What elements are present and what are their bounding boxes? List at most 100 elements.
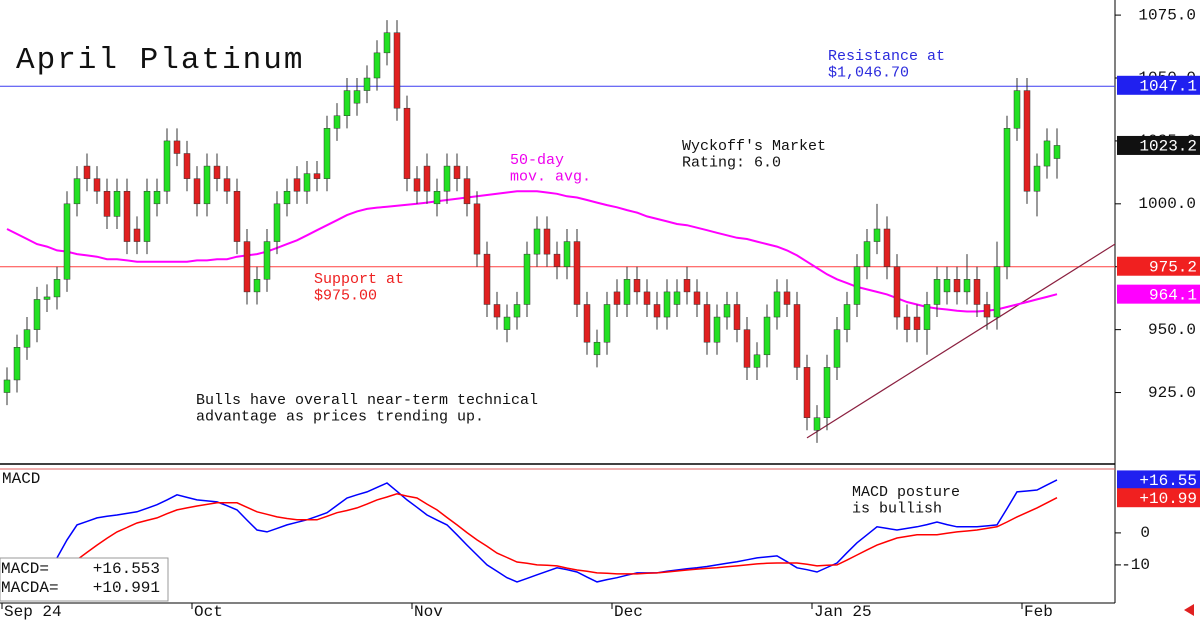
candle-body	[333, 115, 341, 129]
annotation: Support at	[314, 271, 404, 288]
moving-average-line	[6, 190, 1058, 313]
candle-body	[173, 140, 181, 154]
candle-body	[323, 128, 331, 179]
value-tag-label: +10.99	[1139, 490, 1197, 508]
candle-body	[143, 190, 151, 242]
candle-body	[533, 228, 541, 255]
readout-value: +16.553	[93, 560, 160, 578]
candle-body	[983, 304, 991, 318]
readout-label: MACDA=	[1, 579, 59, 597]
macd-y-tick-label: -10	[1121, 556, 1150, 574]
value-tag	[1117, 284, 1200, 304]
candle-body	[943, 279, 951, 293]
readout-box	[0, 557, 169, 602]
macd-y-tick-label: 0	[1140, 524, 1150, 542]
candle-body	[1023, 90, 1031, 192]
candle-body	[83, 165, 91, 179]
x-tick-label: Jan 25	[814, 603, 872, 621]
annotation: $1,046.70	[828, 64, 909, 81]
candle-body	[413, 178, 421, 192]
candle-body	[383, 32, 391, 54]
candle-body	[583, 304, 591, 343]
candle-body	[213, 165, 221, 179]
candle-body	[523, 253, 531, 305]
candle-body	[793, 304, 801, 368]
y-tick-label: 1000.0	[1138, 195, 1196, 213]
candle-body	[273, 203, 281, 242]
candle-body	[153, 190, 161, 205]
candle-body	[243, 241, 251, 293]
candle-body	[113, 190, 121, 217]
candle-body	[363, 77, 371, 91]
candle-body	[1043, 140, 1051, 167]
value-tag-label: 975.2	[1149, 258, 1197, 276]
candle-body	[343, 90, 351, 117]
y-tick-label: 925.0	[1148, 384, 1196, 402]
candle-body	[903, 316, 911, 330]
scroll-arrow[interactable]	[1184, 604, 1194, 616]
candle-body	[463, 178, 471, 205]
candle-body	[773, 291, 781, 318]
candle-body	[603, 304, 611, 343]
candle-body	[723, 304, 731, 318]
candle-body	[303, 173, 311, 192]
candle-body	[673, 291, 681, 305]
x-tick-label: Nov	[414, 603, 443, 621]
candle-body	[763, 316, 771, 356]
macd-title: MACD	[2, 470, 40, 488]
candle-body	[263, 241, 271, 280]
candle-body	[833, 329, 841, 368]
chart-title: April Platinum	[16, 43, 304, 78]
price-plot	[0, 20, 1115, 443]
y-tick-label: 1075.0	[1138, 6, 1196, 24]
candle-body	[1053, 145, 1061, 159]
annotation: Resistance at	[828, 48, 945, 65]
candle-body	[693, 291, 701, 305]
candle-body	[913, 316, 921, 330]
candle-body	[573, 241, 581, 305]
value-tag-label: +16.55	[1139, 472, 1197, 490]
candle-body	[23, 329, 31, 348]
y-tick-label: 950.0	[1148, 321, 1196, 339]
candle-body	[993, 266, 1001, 318]
value-tag	[1117, 75, 1200, 95]
candle-body	[283, 190, 291, 205]
value-tag	[1117, 135, 1200, 155]
annotation: MACD posture	[852, 484, 960, 501]
candle-body	[63, 203, 71, 280]
candle-body	[753, 354, 761, 368]
candle-body	[433, 190, 441, 205]
candle-body	[893, 266, 901, 318]
candle-body	[843, 304, 851, 330]
candle-body	[353, 90, 361, 104]
candle-body	[623, 279, 631, 305]
macd-line	[56, 493, 1058, 581]
candle-body	[633, 279, 641, 293]
candle-body	[3, 379, 11, 393]
candle-body	[553, 253, 561, 267]
candle-body	[233, 190, 241, 242]
candle-body	[663, 291, 671, 318]
candle-body	[593, 341, 601, 356]
candle-body	[183, 153, 191, 179]
candle-body	[493, 304, 501, 318]
candle-body	[1013, 90, 1021, 129]
candle-body	[373, 52, 381, 79]
annotation: Wyckoff's Market	[682, 138, 826, 155]
candle-body	[973, 279, 981, 305]
candle-body	[103, 190, 111, 217]
candle-body	[933, 279, 941, 305]
annotation: is bullish	[852, 500, 942, 517]
candle-body	[923, 304, 931, 330]
candle-body	[813, 417, 821, 431]
candle-body	[743, 329, 751, 368]
macd-plot	[56, 479, 1058, 583]
candle-body	[93, 178, 101, 192]
candle-body	[873, 228, 881, 242]
readout-label: MACD=	[1, 560, 49, 578]
value-tag	[1117, 470, 1200, 490]
candle-body	[713, 316, 721, 343]
value-tag-label: 1023.2	[1139, 138, 1197, 156]
x-tick-label: Feb	[1024, 603, 1053, 621]
candle-body	[443, 165, 451, 192]
